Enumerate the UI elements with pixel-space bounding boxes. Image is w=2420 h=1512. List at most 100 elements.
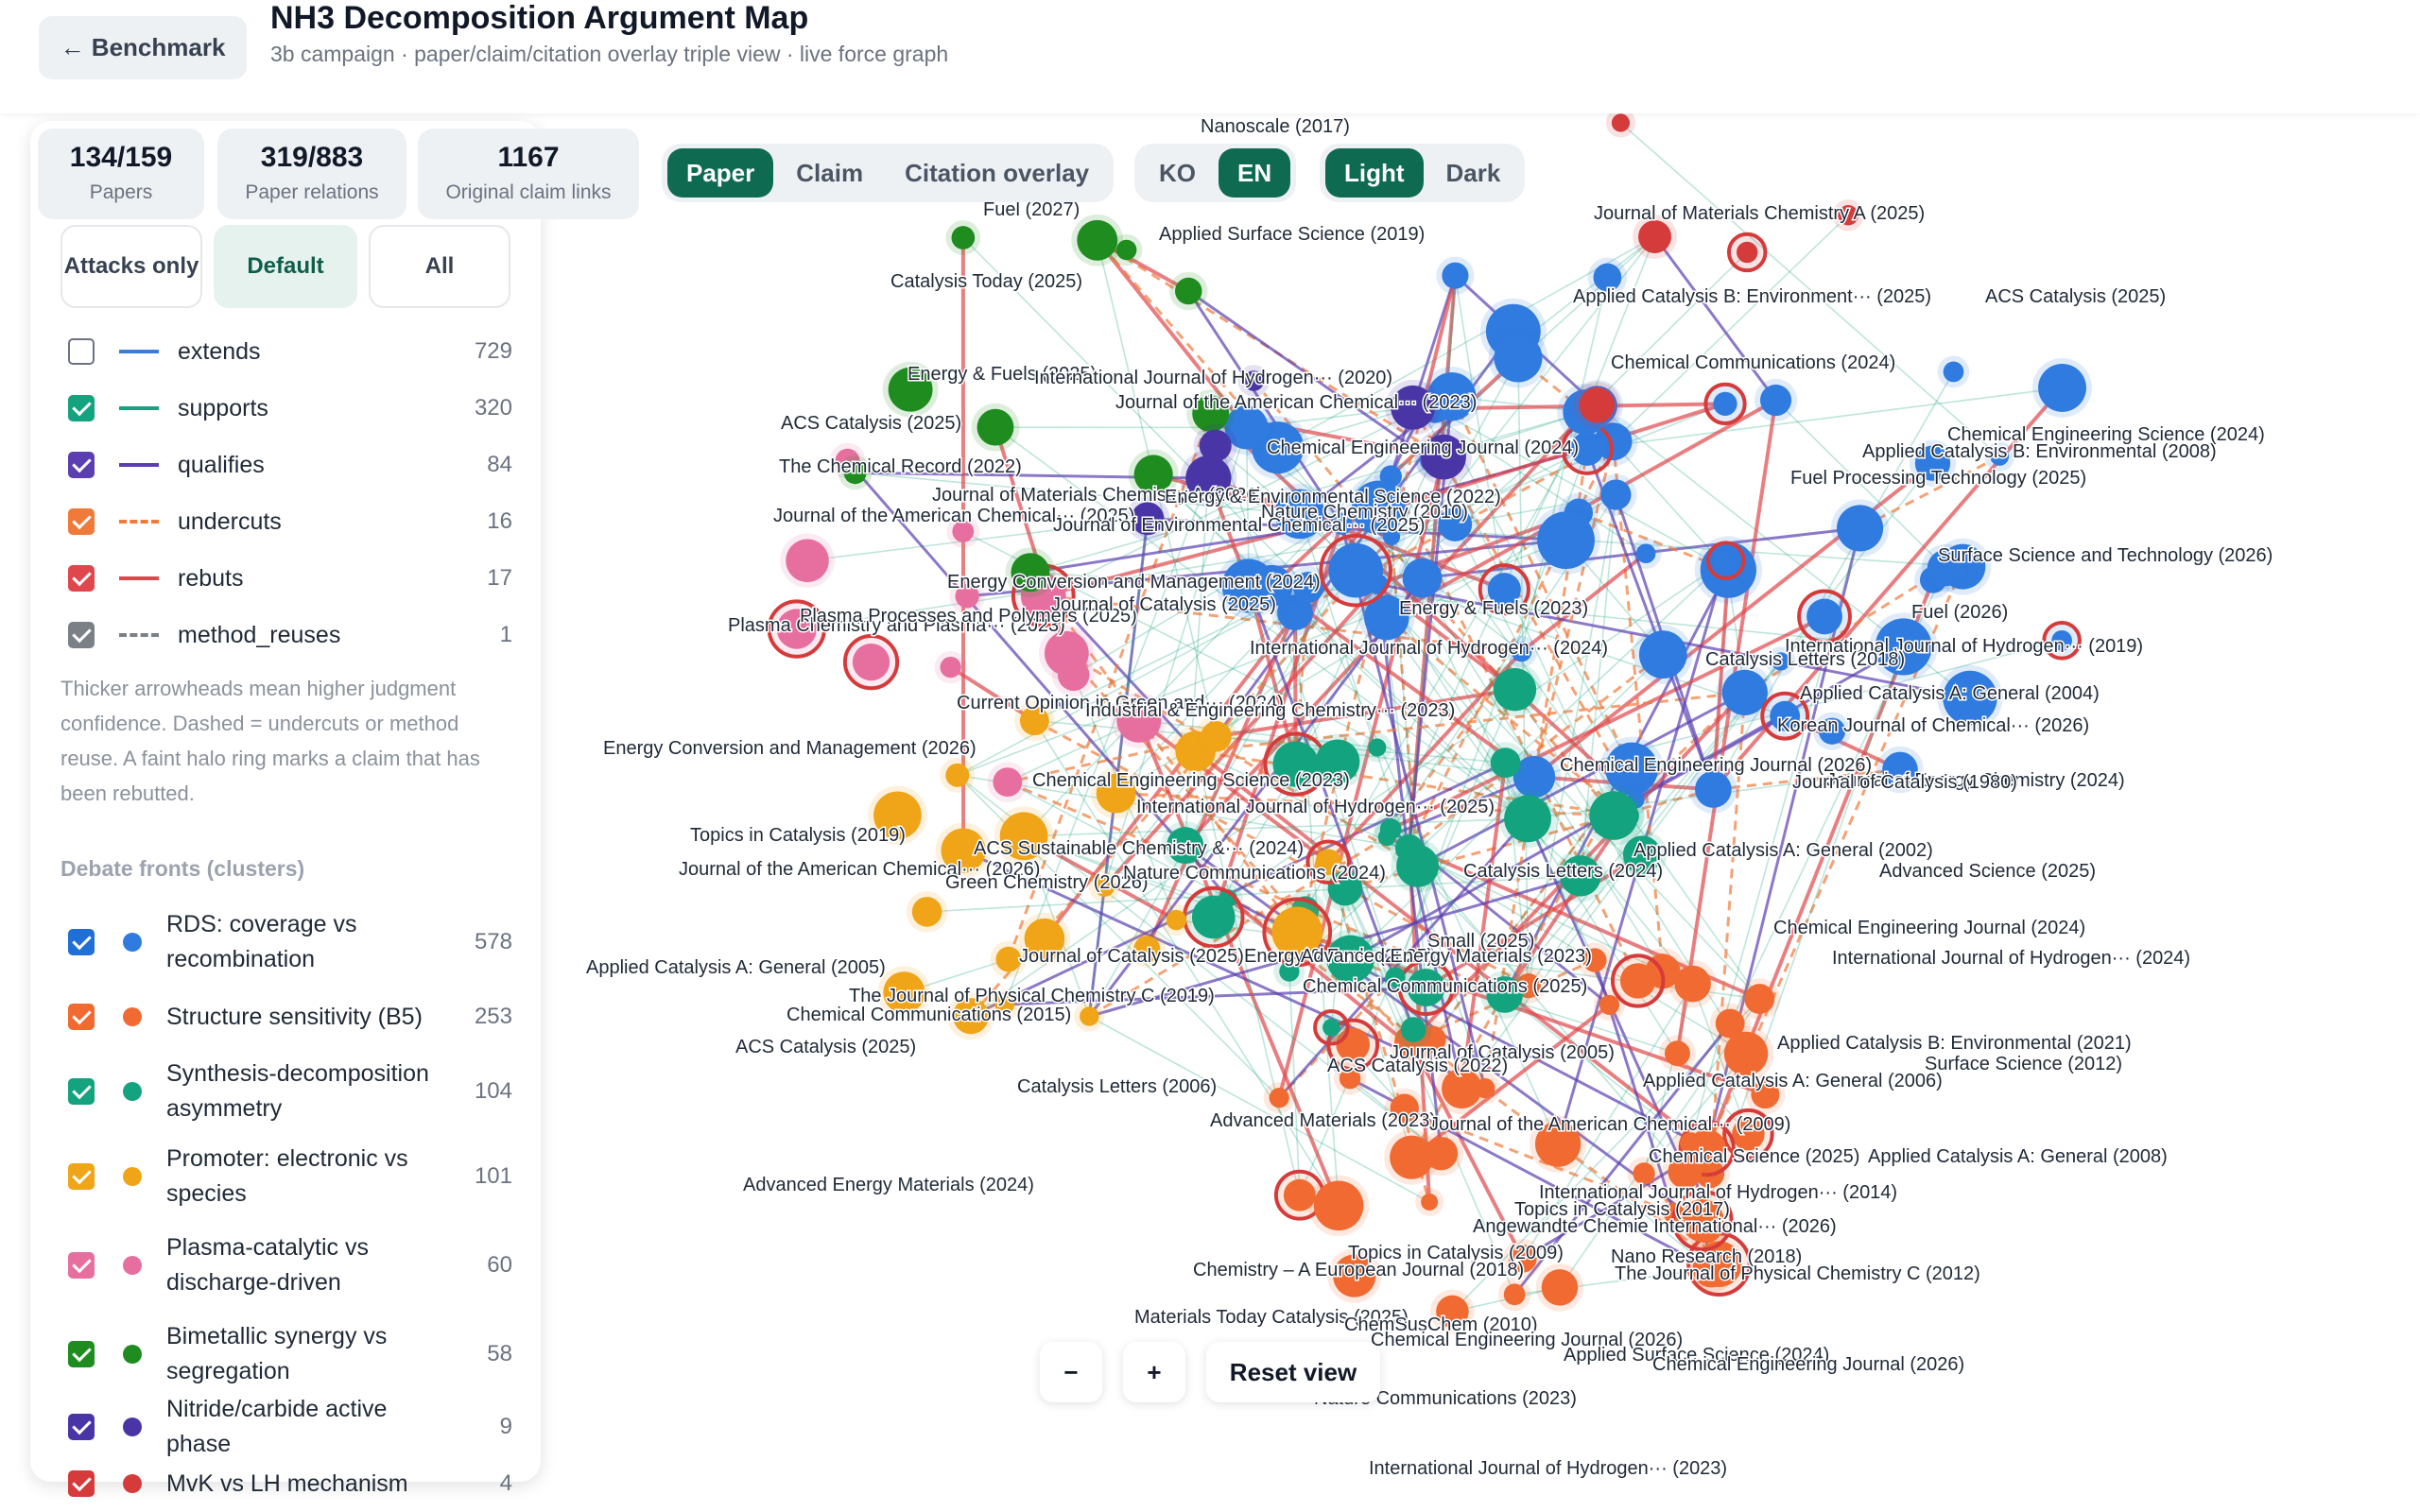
paper-node[interactable] [1024,918,1065,959]
paper-node[interactable] [1605,742,1658,796]
paper-node[interactable] [1638,220,1671,253]
paper-node[interactable] [1094,876,1115,897]
paper-node[interactable] [1486,976,1524,1013]
paper-node[interactable] [1638,630,1687,679]
debate-front-row[interactable]: RDS: coverage vs recombination 578 [68,907,512,977]
paper-node[interactable] [1943,670,1997,726]
relation-checkbox[interactable] [68,338,95,365]
front-checkbox[interactable] [68,1004,95,1030]
paper-node[interactable] [1199,429,1232,462]
paper-node[interactable] [1283,1178,1316,1211]
lang-ko-button[interactable]: KO [1140,148,1215,198]
relation-row-undercuts[interactable]: undercuts 16 [68,503,512,541]
paper-node[interactable] [1322,1019,1340,1037]
paper-node[interactable] [1619,963,1656,999]
debate-front-row[interactable]: MvK vs LH mechanism 4 [68,1465,512,1503]
paper-node[interactable] [1269,1088,1289,1108]
paper-node[interactable] [1541,1269,1579,1306]
paper-node[interactable] [1133,936,1161,963]
view-citation-overlay-button[interactable]: Citation overlay [886,148,1108,198]
paper-node[interactable] [1695,771,1732,808]
debate-front-row[interactable]: Bimetallic synergy vs segregation 58 [68,1319,512,1389]
paper-node[interactable] [1721,669,1768,715]
paper-node[interactable] [883,971,925,1014]
paper-node[interactable] [1277,594,1313,631]
paper-node[interactable] [1560,855,1601,897]
paper-node[interactable] [2051,629,2072,651]
paper-node[interactable] [1368,738,1387,757]
paper-node[interactable] [1668,1154,1703,1189]
paper-node[interactable] [1364,594,1409,641]
paper-node[interactable] [1679,1132,1702,1154]
paper-node[interactable] [1391,385,1435,430]
paper-node[interactable] [1436,1295,1469,1329]
relation-row-extends[interactable]: extends 729 [68,333,512,370]
front-checkbox[interactable] [68,1341,95,1367]
paper-node[interactable] [1385,967,1406,988]
paper-node[interactable] [1313,1180,1364,1231]
filter-all-button[interactable]: All [369,225,510,308]
debate-front-row[interactable]: Synthesis-decomposition asymmetry 104 [68,1057,512,1126]
paper-node[interactable] [1512,755,1556,799]
paper-node[interactable] [1600,479,1632,510]
paper-node[interactable] [786,539,829,583]
front-checkbox[interactable] [68,1163,95,1190]
paper-node[interactable] [1271,906,1323,958]
paper-node[interactable] [1379,818,1402,840]
paper-node[interactable] [940,656,961,679]
paper-node[interactable] [951,226,976,249]
paper-node[interactable] [1493,668,1537,712]
paper-node[interactable] [1328,542,1384,598]
paper-node[interactable] [1674,965,1711,1003]
paper-node[interactable] [955,584,979,609]
paper-node[interactable] [1400,1017,1426,1042]
paper-node[interactable] [1442,262,1469,289]
paper-node[interactable] [1635,543,1656,564]
reset-view-button[interactable]: Reset view [1206,1342,1380,1402]
paper-node[interactable] [1174,277,1202,305]
paper-node[interactable] [1116,697,1162,743]
paper-node[interactable] [1490,747,1521,779]
paper-node[interactable] [1390,1093,1419,1123]
paper-node[interactable] [1080,1006,1099,1026]
paper-node[interactable] [1166,909,1187,931]
paper-node[interactable] [1011,553,1050,593]
paper-node[interactable] [1599,994,1620,1015]
paper-node[interactable] [1133,455,1173,494]
debate-front-row[interactable]: Plasma-catalytic vs discharge-driven 60 [68,1230,512,1300]
paper-node[interactable] [1504,795,1551,843]
paper-node[interactable] [1438,507,1473,541]
front-checkbox[interactable] [68,1470,95,1497]
paper-node[interactable] [1224,405,1269,450]
paper-node[interactable] [941,828,986,873]
relation-row-supports[interactable]: supports 320 [68,389,512,427]
paper-node[interactable] [1221,558,1276,613]
paper-node[interactable] [1494,334,1543,383]
front-checkbox[interactable] [68,1414,95,1440]
paper-node[interactable] [1394,833,1424,863]
paper-node[interactable] [1837,505,1884,552]
paper-node[interactable] [1593,263,1622,292]
paper-node[interactable] [1582,948,1607,972]
paper-node[interactable] [993,767,1023,798]
paper-node[interactable] [911,897,942,927]
paper-node[interactable] [1315,739,1360,784]
zoom-out-button[interactable]: − [1040,1342,1102,1402]
debate-front-row[interactable]: Structure sensitivity (B5) 253 [68,998,512,1036]
paper-node[interactable] [1751,1080,1780,1109]
paper-node[interactable] [1057,659,1090,692]
paper-node[interactable] [1351,480,1406,535]
paper-node[interactable] [1611,113,1631,132]
graph-nodes[interactable] [767,113,2092,1334]
debate-front-row[interactable]: Nitride/carbide active phase 9 [68,1396,512,1457]
paper-node[interactable] [1713,391,1737,416]
paper-node[interactable] [1390,1135,1434,1179]
paper-node[interactable] [1191,895,1236,939]
paper-node[interactable] [1943,361,1964,383]
paper-node[interactable] [1759,384,1792,417]
filter-default-button[interactable]: Default [214,225,357,308]
paper-node[interactable] [945,763,970,787]
paper-node[interactable] [994,994,1015,1015]
paper-node[interactable] [1570,432,1604,466]
theme-light-button[interactable]: Light [1325,148,1424,198]
